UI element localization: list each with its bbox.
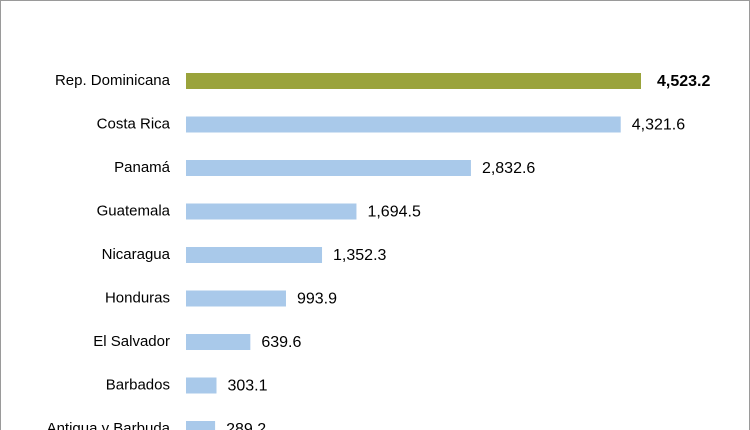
value-label: 993.9 (297, 291, 337, 308)
category-label: El Salvador (93, 333, 170, 350)
value-label: 289.2 (226, 421, 266, 430)
value-label: 303.1 (227, 378, 267, 395)
category-label: Barbados (106, 376, 170, 393)
value-label: 4,523.2 (657, 73, 710, 90)
bar (186, 377, 217, 394)
bar (186, 160, 471, 176)
value-label: 1,352.3 (333, 247, 386, 264)
value-label: 2,832.6 (482, 160, 535, 177)
bar (186, 334, 251, 350)
value-label: 639.6 (261, 334, 301, 351)
bar (186, 203, 357, 220)
category-label: Antigua y Barbuda (47, 420, 171, 430)
bar (186, 290, 286, 307)
category-label: Honduras (105, 289, 170, 306)
value-label: 1,694.5 (367, 204, 420, 221)
bar (186, 73, 641, 89)
value-label: 4,321.6 (632, 117, 685, 134)
category-label: Costa Rica (97, 115, 171, 132)
category-label: Guatemala (97, 202, 171, 219)
bar (186, 116, 621, 133)
bar (186, 247, 323, 263)
category-label: Rep. Dominicana (55, 72, 171, 89)
category-label: Panamá (114, 159, 171, 176)
category-label: Nicaragua (102, 246, 171, 263)
bar (186, 421, 216, 430)
